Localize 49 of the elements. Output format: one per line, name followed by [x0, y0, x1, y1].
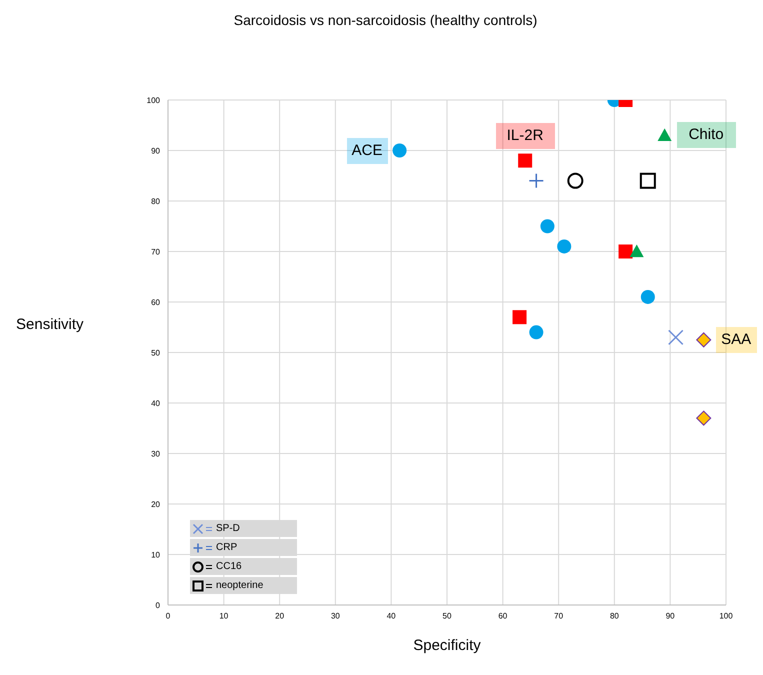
y-tick-label: 40 [151, 398, 161, 408]
series-label: SAA [716, 326, 757, 353]
y-tick-label: 90 [151, 146, 161, 156]
y-tick-label: 60 [151, 298, 161, 307]
series-label: IL-2R [496, 122, 555, 149]
x-tick-label: 60 [498, 612, 508, 621]
point [640, 290, 655, 304]
point [668, 330, 684, 346]
y-axis-title: Sensitivity [16, 316, 84, 333]
point [529, 325, 544, 340]
y-tick-label: 20 [151, 500, 161, 509]
point [567, 172, 584, 189]
legend-label: CC16 [216, 561, 242, 572]
y-tick-label: 70 [151, 247, 161, 256]
x-axis-title: Specificity [413, 637, 482, 654]
point [658, 128, 672, 141]
y-tick-label: 100 [146, 96, 161, 105]
y-tick-label: 50 [151, 348, 161, 358]
series-label: Chito [676, 122, 736, 148]
legend-label: neopterine [216, 580, 264, 591]
point [392, 144, 407, 158]
point [512, 310, 527, 324]
x-tick-label: 40 [386, 612, 396, 621]
y-tick-label: 10 [151, 550, 161, 560]
point [528, 173, 544, 189]
x-tick-label: 80 [610, 612, 620, 621]
y-tick-label: 0 [156, 600, 161, 610]
x-tick-label: 70 [554, 612, 564, 621]
x-tick-label: 90 [666, 612, 676, 621]
point [696, 410, 712, 426]
y-tick-label: 80 [151, 196, 161, 206]
point [618, 244, 633, 258]
x-tick-label: 0 [166, 612, 171, 621]
legend-label: SP-D [216, 523, 240, 534]
x-tick-label: 10 [219, 612, 229, 621]
point [557, 239, 572, 254]
legend-label: CRP [216, 542, 238, 553]
point [540, 219, 554, 234]
x-tick-label: 20 [275, 612, 285, 621]
x-tick-label: 50 [442, 612, 452, 621]
point [630, 244, 644, 258]
x-tick-label: 30 [330, 612, 340, 621]
point [696, 332, 712, 348]
point [518, 154, 532, 168]
series-label: ACE [346, 138, 388, 164]
x-tick-label: 100 [719, 612, 734, 621]
chart-title: Sarcoidosis vs non-sarcoidosis (healthy controls) [232, 12, 538, 28]
point [640, 172, 656, 189]
y-tick-label: 30 [151, 449, 161, 458]
